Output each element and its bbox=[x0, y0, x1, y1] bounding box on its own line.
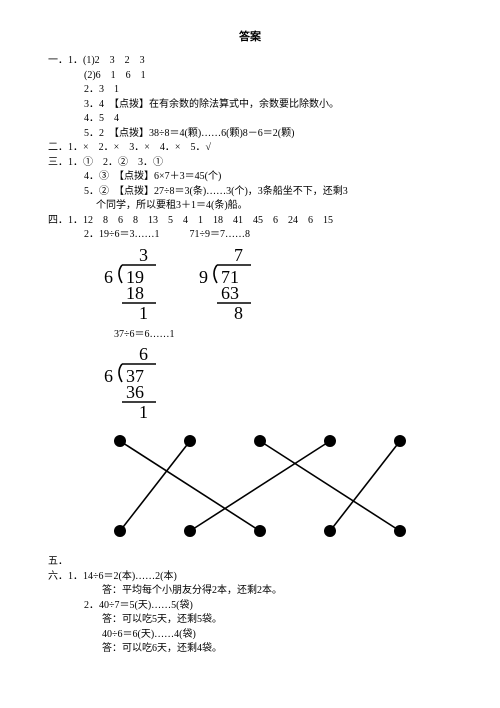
longdiv-row1: 3 6 19 18 1 7 9 71 63 8 bbox=[94, 245, 452, 326]
ld2-rem: 8 bbox=[234, 303, 243, 323]
longdiv-1: 3 6 19 18 1 bbox=[104, 245, 156, 323]
match-dot-top bbox=[324, 435, 336, 447]
sec6-line1: 六．1．14÷6＝2(本)……2(本) bbox=[48, 570, 452, 585]
longdiv-row2: 6 6 37 36 1 bbox=[94, 344, 452, 425]
sec6-line5: 40÷6＝6(天)……4(袋) bbox=[48, 628, 452, 643]
ld2-sub: 63 bbox=[221, 283, 239, 303]
ld1-rem: 1 bbox=[139, 303, 148, 323]
match-dot-top bbox=[394, 435, 406, 447]
sec6-line4: 答：可以吃5天，还剩5袋。 bbox=[48, 613, 452, 628]
match-dot-bottom bbox=[114, 525, 126, 537]
sec3-line1: 三．1．① 2．② 3．① bbox=[48, 156, 452, 171]
ld2-quotient: 7 bbox=[234, 245, 243, 265]
match-dot-bottom bbox=[254, 525, 266, 537]
match-dot-bottom bbox=[394, 525, 406, 537]
ld1-divisor: 6 bbox=[104, 267, 113, 287]
sec6-line2: 答：平均每个小朋友分得2本，还剩2本。 bbox=[48, 584, 452, 599]
sec4-line2: 2．19÷6＝3……1 71÷9＝7……8 bbox=[48, 228, 452, 243]
match-dot-top bbox=[184, 435, 196, 447]
sec1-line2: (2)6 1 6 1 bbox=[48, 69, 452, 84]
match-edge bbox=[190, 441, 330, 531]
sec3-line3: 5．② 【点拨】27÷8＝3(条)……3(个)，3条船坐不下，还剩3 bbox=[48, 185, 452, 200]
ld3-quotient: 6 bbox=[139, 344, 148, 364]
ld3-rem: 1 bbox=[139, 402, 148, 422]
ld3-divisor: 6 bbox=[104, 366, 113, 386]
page: 答案 一．1．(1)2 3 2 3 (2)6 1 6 1 2．3 1 3．4 【… bbox=[0, 0, 500, 667]
ld3-bracket bbox=[119, 364, 122, 382]
match-dot-bottom bbox=[324, 525, 336, 537]
match-dot-top bbox=[254, 435, 266, 447]
match-edge bbox=[120, 441, 190, 531]
sec6-line6: 答：可以吃6天，还剩4袋。 bbox=[48, 642, 452, 657]
sec1-line5: 4．5 4 bbox=[48, 112, 452, 127]
sec4-line1: 四．1．12 8 6 8 13 5 4 1 18 41 45 6 24 6 15 bbox=[48, 214, 452, 229]
sec1-line6: 5．2 【点拨】38÷8＝4(颗)……6(颗)8－6＝2(颗) bbox=[48, 127, 452, 142]
sec3-line2: 4．③ 【点拨】6×7＋3＝45(个) bbox=[48, 170, 452, 185]
sec3-line4: 个同学，所以要租3＋1＝4(条)船。 bbox=[48, 199, 452, 214]
sec4-line3: 37÷6＝6……1 bbox=[48, 328, 452, 343]
match-edge bbox=[120, 441, 260, 531]
sec5-line: 五． bbox=[48, 555, 452, 570]
longdiv-2: 7 9 71 63 8 bbox=[199, 245, 251, 323]
longdiv-3: 6 6 37 36 1 bbox=[104, 344, 156, 422]
sec1-line4: 3．4 【点拨】在有余数的除法算式中，余数要比除数小。 bbox=[48, 98, 452, 113]
ld3-sub: 36 bbox=[126, 382, 144, 402]
ld1-quotient: 3 bbox=[139, 245, 148, 265]
matching-diagram bbox=[90, 429, 452, 547]
ld2-bracket bbox=[214, 265, 217, 283]
sec1-line3: 2．3 1 bbox=[48, 83, 452, 98]
match-edge bbox=[260, 441, 400, 531]
sec2-line: 二．1．× 2．× 3．× 4．× 5．√ bbox=[48, 141, 452, 156]
longdiv-svg-2: 6 6 37 36 1 bbox=[94, 344, 204, 422]
sec1-line1: 一．1．(1)2 3 2 3 bbox=[48, 54, 452, 69]
match-edge bbox=[330, 441, 400, 531]
page-title: 答案 bbox=[48, 28, 452, 44]
match-dot-top bbox=[114, 435, 126, 447]
match-dot-bottom bbox=[184, 525, 196, 537]
ld1-bracket bbox=[119, 265, 122, 283]
matching-svg bbox=[90, 429, 430, 544]
ld2-divisor: 9 bbox=[199, 267, 208, 287]
sec6-line3: 2．40÷7＝5(天)……5(袋) bbox=[48, 599, 452, 614]
ld1-sub: 18 bbox=[126, 283, 144, 303]
longdiv-svg-1: 3 6 19 18 1 7 9 71 63 8 bbox=[94, 245, 304, 323]
